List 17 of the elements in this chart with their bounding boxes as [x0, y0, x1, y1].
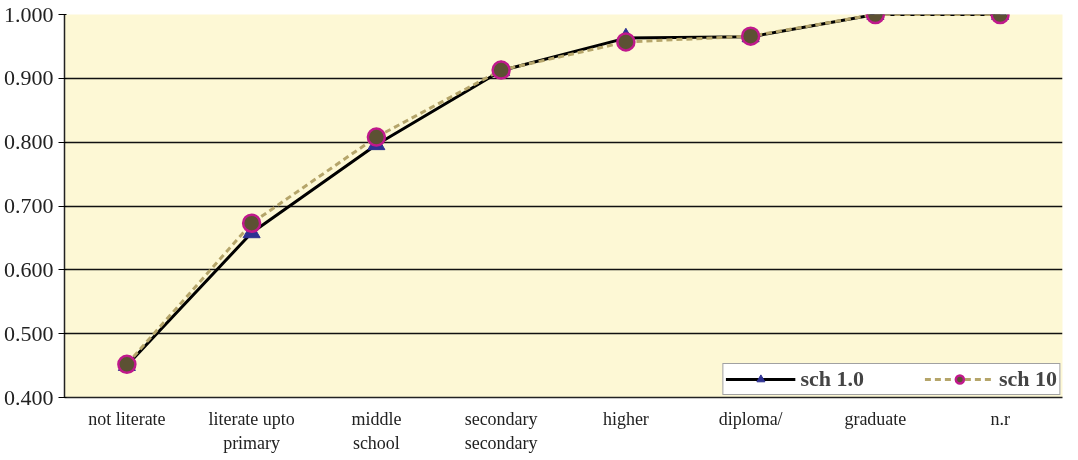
- x-tick-label: diploma/: [718, 408, 783, 429]
- y-tick-label: 0.800: [4, 129, 54, 155]
- x-tick-label: n.r: [990, 408, 1010, 429]
- x-tick-label: literate upto primary: [208, 408, 295, 453]
- y-tick-label: 0.500: [4, 320, 54, 346]
- x-tick-label: graduate: [844, 408, 907, 429]
- legend-label: sch 10: [998, 366, 1057, 392]
- y-tick-label: 0.600: [4, 256, 54, 282]
- x-tick-label: middle school: [351, 408, 402, 453]
- y-tick-label: 1.000: [4, 1, 54, 27]
- y-tick-label: 0.900: [4, 65, 54, 91]
- y-tick-label: 0.700: [4, 193, 54, 218]
- y-tick-label: 0.400: [4, 384, 54, 410]
- x-tick-label: higher: [602, 408, 649, 429]
- legend-label: sch 1.0: [800, 366, 864, 392]
- x-tick-label: secondary secondary: [464, 408, 538, 453]
- x-tick-label: not literate: [88, 408, 166, 429]
